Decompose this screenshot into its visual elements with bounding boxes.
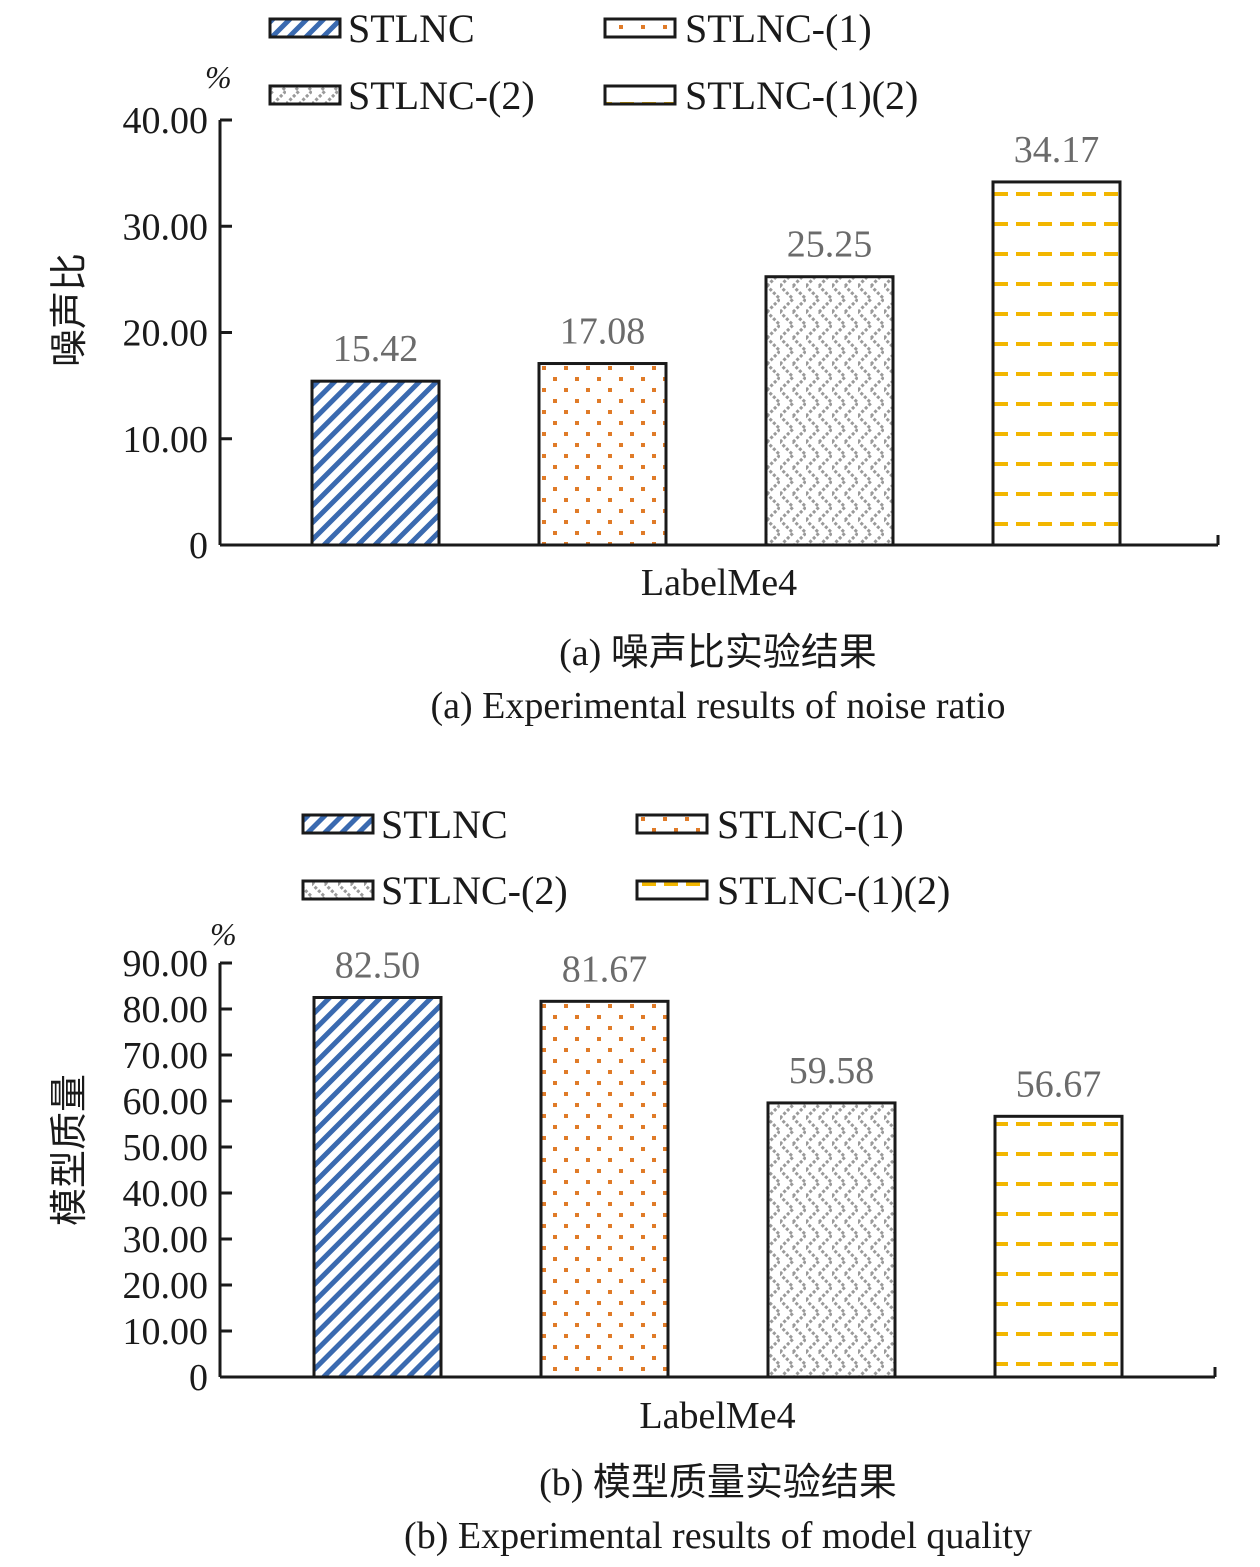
bar-stlnc bbox=[312, 996, 443, 1379]
caption-chinese: (b) 模型质量实验结果 bbox=[539, 1462, 897, 1504]
legend-swatch bbox=[301, 879, 375, 901]
legend-label: STLNC bbox=[381, 802, 508, 847]
bar-stlnc-1 bbox=[537, 362, 668, 547]
y-tick-label: 90.00 bbox=[123, 943, 209, 985]
caption-chinese: (a) 噪声比实验结果 bbox=[559, 632, 877, 674]
legend-label: STLNC-(1) bbox=[717, 802, 904, 847]
chart-panel-a: STLNC STLNC-(1) STLNC-(2) STLNC-(1)(2)% 0 10.… bbox=[49, 6, 1220, 727]
y-tick-label: 30.00 bbox=[123, 206, 209, 248]
y-axis-label: 噪声比 bbox=[49, 253, 91, 367]
unit-label: % bbox=[210, 916, 237, 952]
legend-swatch bbox=[268, 84, 342, 106]
legend-swatch bbox=[268, 17, 342, 39]
bar-stlnc bbox=[310, 379, 441, 547]
y-tick-label: 70.00 bbox=[123, 1035, 209, 1077]
data-label: 25.25 bbox=[787, 224, 873, 266]
caption-english: (a) Experimental results of noise ratio bbox=[430, 685, 1005, 727]
legend-label: STLNC-(2) bbox=[348, 73, 535, 118]
y-axis-label: 模型质量 bbox=[49, 1074, 91, 1226]
y-tick-label: 80.00 bbox=[123, 989, 209, 1031]
y-tick-label: 20.00 bbox=[123, 1265, 209, 1307]
legend-label: STLNC bbox=[348, 6, 475, 51]
caption-english: (b) Experimental results of model qualit… bbox=[404, 1515, 1032, 1557]
legend-swatch bbox=[301, 813, 375, 835]
x-category-label: LabelMe4 bbox=[639, 1395, 795, 1437]
unit-label: % bbox=[205, 59, 232, 95]
y-tick-label: 10.00 bbox=[123, 1311, 209, 1353]
bar-stlnc-2 bbox=[764, 275, 895, 547]
chart-panel-b: STLNC STLNC-(1) STLNC-(2) STLNC-(1)(2)% 010.… bbox=[49, 802, 1217, 1557]
bar-stlnc-1-2 bbox=[993, 1114, 1124, 1379]
y-tick-label: 20.00 bbox=[123, 313, 209, 355]
data-label: 56.67 bbox=[1016, 1063, 1102, 1105]
y-tick-label: 10.00 bbox=[123, 419, 209, 461]
y-tick-label: 40.00 bbox=[123, 100, 209, 142]
data-label: 82.50 bbox=[335, 945, 421, 987]
data-label: 81.67 bbox=[562, 948, 648, 990]
legend-swatch bbox=[635, 813, 709, 835]
bar-stlnc-1-2 bbox=[991, 180, 1122, 547]
legend-swatch bbox=[603, 17, 677, 39]
data-label: 15.42 bbox=[333, 328, 419, 370]
legend-label: STLNC-(1)(2) bbox=[717, 868, 950, 913]
legend-swatch bbox=[603, 84, 677, 106]
y-tick-label: 0 bbox=[189, 525, 208, 567]
y-tick-label: 60.00 bbox=[123, 1081, 209, 1123]
data-label: 34.17 bbox=[1014, 129, 1100, 171]
y-tick-label: 0 bbox=[189, 1357, 208, 1399]
x-category-label: LabelMe4 bbox=[641, 562, 797, 604]
y-tick-label: 30.00 bbox=[123, 1219, 209, 1261]
bar-stlnc-1 bbox=[539, 999, 670, 1379]
data-label: 59.58 bbox=[789, 1050, 875, 1092]
y-tick-label: 40.00 bbox=[123, 1173, 209, 1215]
legend-swatch bbox=[635, 879, 709, 901]
legend-label: STLNC-(1) bbox=[685, 6, 872, 51]
bar-stlnc-2 bbox=[766, 1101, 897, 1379]
data-label: 17.08 bbox=[560, 311, 646, 353]
legend-label: STLNC-(1)(2) bbox=[685, 73, 918, 118]
legend-label: STLNC-(2) bbox=[381, 868, 568, 913]
y-tick-label: 50.00 bbox=[123, 1127, 209, 1169]
